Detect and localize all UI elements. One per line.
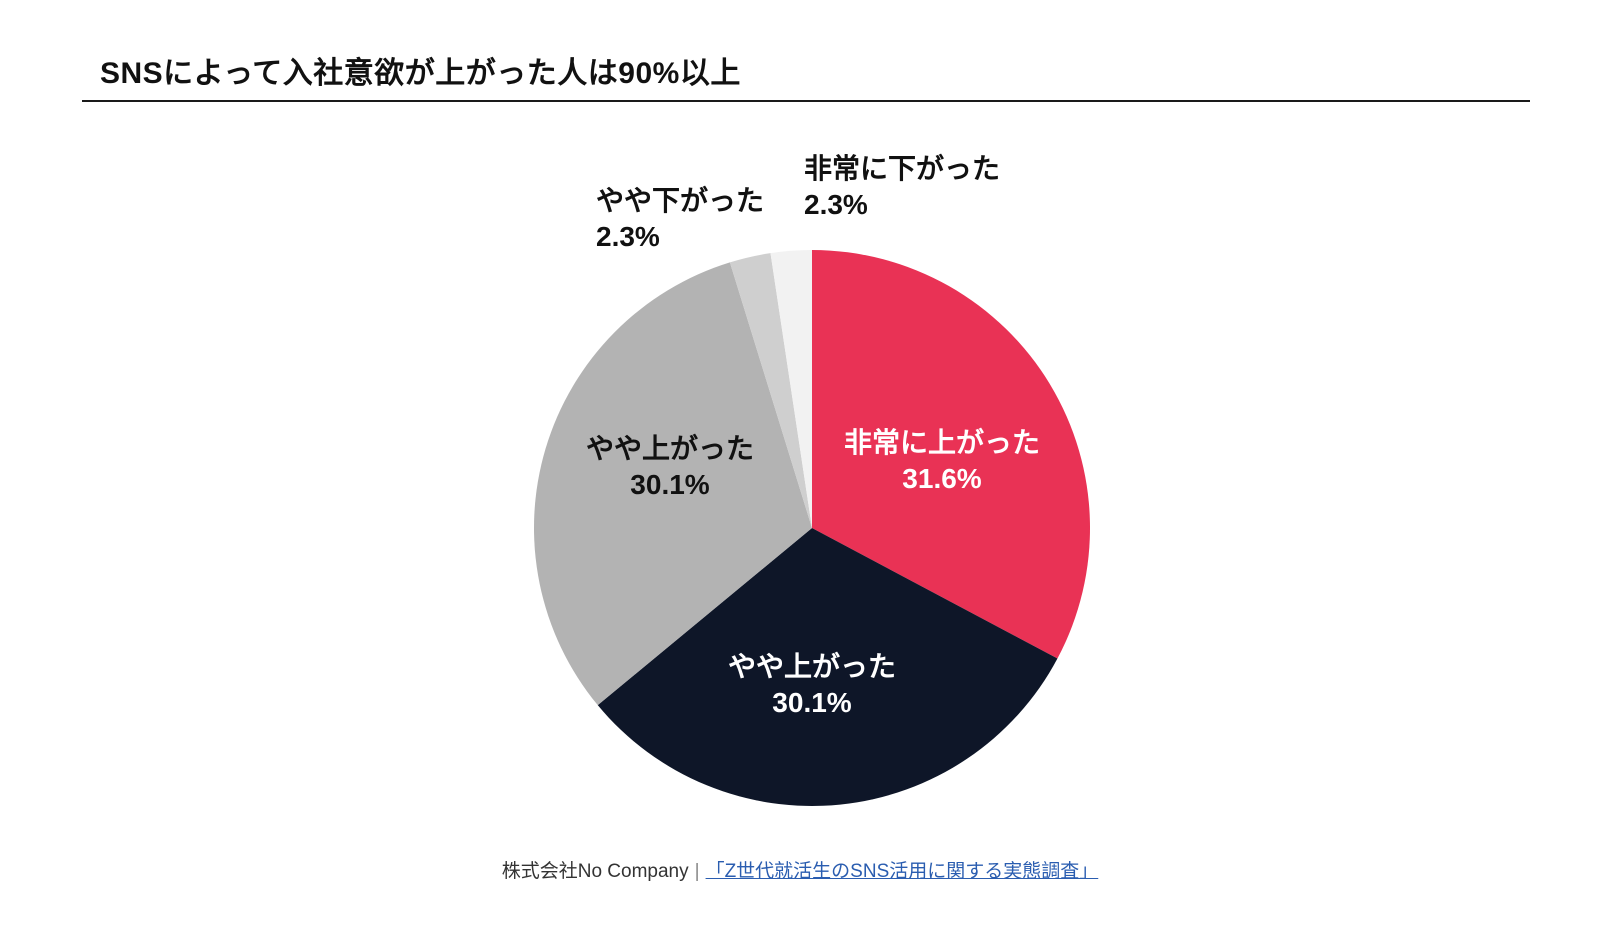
source-credit: 株式会社No Company | 「Z世代就活生のSNS活用に関する実態調査」 bbox=[0, 856, 1600, 883]
slice-value-somewhat-up-a: 30.1% bbox=[772, 687, 851, 718]
slice-value-somewhat-down: 2.3% bbox=[596, 221, 660, 252]
pie-slices bbox=[533, 250, 1091, 807]
pie-labels: 非常に上がった 31.6% やや上がった 30.1% やや上がった 30.1% やや下がった… bbox=[586, 152, 1040, 718]
slice-label-somewhat-up-a: やや上がった bbox=[728, 650, 896, 682]
survey-link[interactable]: 「Z世代就活生のSNS活用に関する実態調査」 bbox=[705, 861, 1099, 882]
slice-value-very-up: 31.6% bbox=[902, 463, 981, 494]
slice-value-very-down: 2.3% bbox=[804, 189, 868, 220]
slice-label-very-down: 非常に下がった bbox=[804, 152, 1000, 184]
source-separator: | bbox=[694, 861, 700, 882]
source-company: 株式会社No Company bbox=[501, 861, 689, 882]
pie-slice-somewhat-up-a bbox=[597, 528, 1058, 807]
slice-label-somewhat-down: やや下がった bbox=[596, 184, 764, 216]
title-divider bbox=[82, 100, 1530, 102]
pie-slice-somewhat-up-b bbox=[533, 262, 812, 706]
slice-label-somewhat-up-b: やや上がった bbox=[586, 432, 754, 464]
pie-slice-very-down bbox=[770, 250, 812, 528]
slice-value-somewhat-up-b: 30.1% bbox=[630, 469, 709, 500]
chart-title: SNSによって入社意欲が上がった人は90%以上 bbox=[100, 57, 741, 90]
slice-label-very-up: 非常に上がった bbox=[844, 426, 1040, 458]
pie-slice-very-up bbox=[812, 250, 1091, 659]
pie-slice-somewhat-down bbox=[729, 253, 812, 528]
